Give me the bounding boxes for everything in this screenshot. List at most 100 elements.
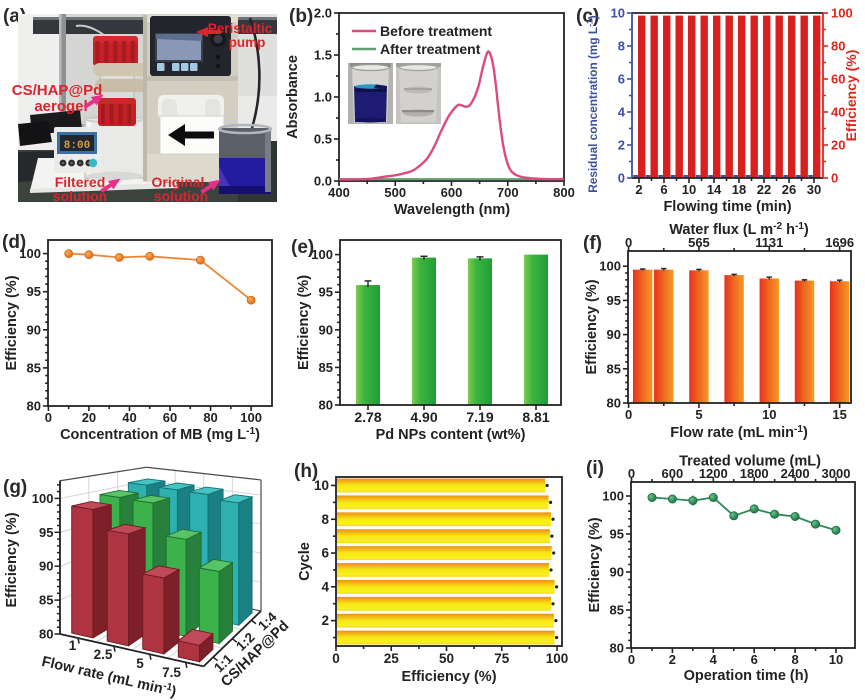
svg-text:85: 85 — [610, 603, 624, 618]
svg-text:600: 600 — [441, 185, 463, 200]
svg-text:(h): (h) — [294, 461, 318, 482]
svg-text:(c): (c) — [576, 6, 599, 27]
svg-text:0: 0 — [628, 652, 635, 667]
svg-text:26: 26 — [782, 182, 796, 197]
svg-text:aerogel: aerogel — [34, 98, 87, 115]
svg-text:20: 20 — [82, 410, 96, 425]
svg-text:CS/HAP@Pd: CS/HAP@Pd — [12, 82, 102, 99]
svg-text:0: 0 — [628, 466, 635, 481]
svg-text:1.0: 1.0 — [314, 90, 332, 105]
svg-text:50: 50 — [439, 651, 454, 666]
svg-text:15: 15 — [832, 407, 846, 422]
svg-text:100: 100 — [831, 6, 853, 21]
svg-text:800: 800 — [553, 185, 575, 200]
svg-text:Peristaltic: Peristaltic — [208, 21, 273, 36]
svg-text:pump: pump — [229, 35, 266, 50]
svg-text:After treatment: After treatment — [380, 41, 481, 57]
svg-text:8.81: 8.81 — [522, 409, 549, 425]
svg-text:85: 85 — [27, 360, 41, 375]
svg-text:4: 4 — [618, 105, 626, 120]
svg-text:700: 700 — [497, 185, 519, 200]
svg-text:Filtered: Filtered — [55, 174, 106, 190]
svg-text:Efficiency (%): Efficiency (%) — [296, 275, 312, 370]
svg-text:2: 2 — [321, 613, 329, 628]
svg-text:30: 30 — [807, 182, 821, 197]
svg-text:4.90: 4.90 — [410, 409, 437, 425]
svg-text:(b): (b) — [289, 6, 313, 27]
svg-text:90: 90 — [607, 327, 621, 342]
svg-text:95: 95 — [319, 285, 333, 300]
svg-text:(d): (d) — [2, 232, 26, 253]
svg-text:2.0: 2.0 — [314, 6, 332, 21]
svg-text:18: 18 — [732, 182, 746, 197]
svg-text:100: 100 — [599, 259, 621, 274]
svg-text:4: 4 — [321, 579, 329, 594]
svg-text:1696: 1696 — [825, 235, 854, 250]
svg-text:(g): (g) — [3, 477, 27, 498]
svg-text:85: 85 — [319, 360, 333, 375]
svg-text:500: 500 — [384, 185, 406, 200]
svg-text:0: 0 — [831, 171, 838, 186]
svg-text:95: 95 — [27, 284, 41, 299]
svg-text:Efficiency (%): Efficiency (%) — [401, 669, 496, 685]
svg-text:Efficiency (%): Efficiency (%) — [4, 275, 20, 370]
svg-text:80: 80 — [319, 398, 333, 413]
svg-text:80: 80 — [610, 641, 624, 656]
svg-text:8: 8 — [321, 512, 329, 527]
svg-text:3000: 3000 — [822, 466, 851, 481]
svg-text:90: 90 — [610, 565, 624, 580]
svg-text:100: 100 — [546, 651, 569, 666]
svg-text:75: 75 — [494, 651, 510, 666]
svg-text:90: 90 — [39, 559, 53, 574]
svg-text:Wavelength (nm): Wavelength (nm) — [394, 202, 510, 218]
svg-text:Operation time (h): Operation time (h) — [684, 668, 809, 684]
svg-text:1200: 1200 — [699, 466, 728, 481]
svg-text:0.0: 0.0 — [314, 174, 332, 189]
svg-text:20: 20 — [831, 138, 845, 153]
svg-text:Flow rate (mL min-1): Flow rate (mL min-1) — [670, 424, 808, 441]
svg-text:14: 14 — [707, 182, 722, 197]
svg-text:10: 10 — [829, 652, 843, 667]
svg-text:2: 2 — [618, 138, 625, 153]
svg-text:0: 0 — [45, 410, 52, 425]
svg-text:2400: 2400 — [781, 466, 810, 481]
svg-text:Before treatment: Before treatment — [380, 23, 492, 39]
svg-text:95: 95 — [39, 525, 53, 540]
svg-text:10: 10 — [314, 478, 329, 493]
svg-text:Original: Original — [152, 174, 205, 190]
svg-text:Concentration of MB (mg L-1): Concentration of MB (mg L-1) — [60, 426, 260, 443]
svg-text:Cycle: Cycle — [297, 542, 313, 581]
svg-text:0.5: 0.5 — [314, 132, 332, 147]
svg-text:Efficiency (%): Efficiency (%) — [587, 517, 603, 612]
svg-text:5: 5 — [695, 407, 702, 422]
svg-text:100: 100 — [240, 410, 262, 425]
svg-text:1.5: 1.5 — [314, 48, 332, 63]
svg-text:25: 25 — [384, 651, 400, 666]
svg-text:1800: 1800 — [740, 466, 769, 481]
svg-text:7.19: 7.19 — [466, 409, 493, 425]
svg-text:60: 60 — [163, 410, 177, 425]
svg-text:Efficiency (%): Efficiency (%) — [843, 50, 859, 142]
svg-text:10: 10 — [762, 407, 776, 422]
svg-text:565: 565 — [688, 235, 710, 250]
svg-text:(e): (e) — [291, 237, 314, 258]
svg-text:95: 95 — [607, 293, 621, 308]
svg-text:100: 100 — [32, 491, 54, 506]
svg-text:80: 80 — [39, 627, 53, 642]
svg-text:8: 8 — [791, 652, 798, 667]
svg-text:600: 600 — [662, 466, 684, 481]
svg-text:2: 2 — [669, 652, 676, 667]
svg-text:90: 90 — [319, 322, 333, 337]
svg-text:0: 0 — [625, 407, 632, 422]
svg-text:Water flux (L m-2 h-1): Water flux (L m-2 h-1) — [669, 221, 809, 238]
svg-text:6: 6 — [321, 546, 329, 561]
svg-text:2.78: 2.78 — [354, 409, 381, 425]
svg-text:80: 80 — [27, 399, 41, 414]
svg-text:8: 8 — [618, 39, 625, 54]
svg-text:solution: solution — [53, 188, 107, 204]
svg-text:Treated volume (mL): Treated volume (mL) — [679, 454, 821, 470]
svg-text:95: 95 — [610, 527, 624, 542]
svg-text:6: 6 — [751, 652, 758, 667]
svg-text:400: 400 — [328, 185, 350, 200]
svg-text:10: 10 — [682, 182, 696, 197]
